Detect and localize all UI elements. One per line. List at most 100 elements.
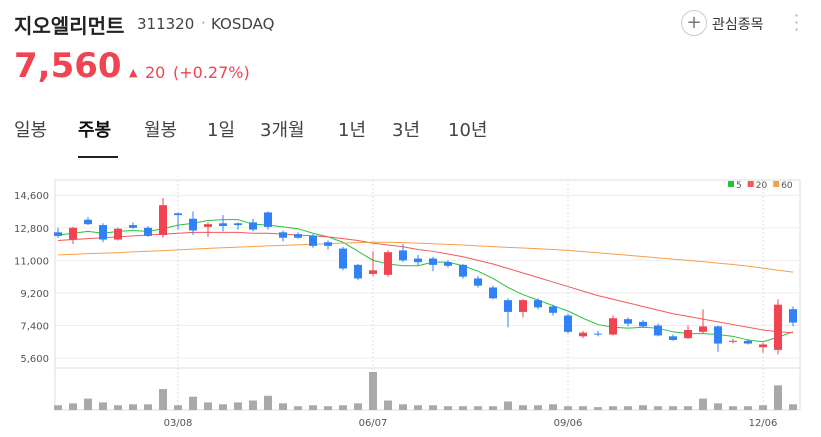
volume-bar	[519, 405, 527, 410]
candle-body	[564, 315, 572, 332]
volume-bar	[354, 403, 362, 410]
candle-body	[174, 213, 182, 216]
volume-bar	[594, 407, 602, 410]
volume-bar	[174, 405, 182, 410]
tab[interactable]: 일봉	[14, 120, 48, 141]
candle-body	[459, 264, 467, 277]
candle-body	[444, 262, 452, 266]
watch-button[interactable]: 관심종목	[712, 17, 764, 33]
candle-body	[504, 300, 512, 312]
candle-body	[414, 258, 422, 263]
x-tick-label: 09/06	[554, 418, 583, 429]
y-tick-label: 12,800	[14, 224, 49, 235]
candle-body	[579, 332, 587, 337]
volume-bar	[159, 389, 167, 410]
candle-body	[699, 326, 707, 332]
candle-body	[84, 219, 92, 225]
tab[interactable]: 1년	[338, 120, 367, 141]
volume-bar	[339, 405, 347, 410]
volume-bar	[669, 406, 677, 410]
more-menu[interactable]: · · ·	[794, 6, 800, 39]
candle-body	[474, 278, 482, 286]
y-tick-label: 7,400	[20, 321, 49, 332]
candle-body	[279, 232, 287, 238]
volume-bar	[699, 398, 707, 410]
ma-line	[57, 219, 794, 343]
candle-body	[639, 321, 647, 327]
volume-bar	[234, 402, 242, 410]
candle-body	[774, 304, 782, 350]
candle-body	[189, 218, 197, 231]
y-tick-label: 14,600	[14, 191, 49, 202]
stock-code: 311320	[137, 15, 195, 33]
volume-bar	[144, 404, 152, 410]
legend-swatch	[728, 181, 734, 187]
y-tick-label: 11,000	[14, 256, 49, 267]
volume-bar	[99, 402, 107, 410]
candle-body	[744, 340, 752, 344]
volume-bar	[399, 404, 407, 410]
x-tick-label: 06/07	[359, 418, 388, 429]
volume-bar	[744, 406, 752, 410]
volume-bar	[654, 406, 662, 410]
candle-body	[594, 333, 602, 335]
volume-bar	[54, 405, 62, 410]
volume-bar	[504, 401, 512, 410]
add-icon[interactable]: +	[681, 10, 707, 36]
volume-bar	[249, 400, 257, 410]
candle-body	[399, 250, 407, 261]
candle-body	[549, 306, 557, 313]
volume-bar	[624, 406, 632, 410]
x-tick-label: 03/08	[164, 418, 193, 429]
candle-body	[729, 340, 737, 342]
market: KOSDAQ	[211, 15, 275, 33]
tab[interactable]: 10년	[448, 120, 488, 141]
volume-bar	[759, 405, 767, 410]
volume-bar	[714, 403, 722, 410]
tab[interactable]: 3년	[392, 120, 421, 141]
candle-body	[324, 242, 332, 246]
tab[interactable]: 3개월	[260, 120, 305, 141]
candle-body	[609, 318, 617, 335]
volume-bar	[84, 398, 92, 410]
legend-swatch	[773, 181, 780, 187]
volume-bar	[264, 395, 272, 410]
candle-body	[219, 223, 227, 226]
volume-bar	[639, 405, 647, 410]
y-tick-label: 5,600	[20, 354, 49, 365]
volume-bar	[279, 403, 287, 410]
candle-body	[294, 234, 302, 238]
candle-body	[759, 344, 767, 348]
volume-bar	[129, 404, 137, 410]
plot-frame	[54, 179, 801, 411]
candle-body	[54, 232, 62, 236]
volume-bar	[564, 406, 572, 410]
price: 7,560	[14, 46, 122, 86]
volume-bar	[489, 406, 497, 410]
candle-body	[429, 258, 437, 265]
tab[interactable]: 월봉	[144, 120, 178, 141]
volume-bar	[579, 406, 587, 410]
y-tick-label: 9,200	[20, 289, 49, 300]
legend-label: 60	[781, 181, 793, 191]
volume-bar	[309, 405, 317, 410]
volume-bar	[609, 406, 617, 410]
active-tab-underline	[78, 156, 118, 158]
up-arrow: ▲	[129, 66, 138, 79]
tab[interactable]: 주봉	[78, 120, 112, 141]
volume-bar	[684, 406, 692, 410]
volume-bar	[69, 403, 77, 410]
stock-name: 지오엘리먼트	[14, 14, 125, 38]
volume-bar	[549, 404, 557, 410]
change-pct: (+0.27%)	[173, 63, 250, 82]
change: 20	[145, 63, 166, 82]
volume-bar	[369, 372, 377, 410]
tab[interactable]: 1일	[207, 120, 236, 141]
candle-body	[144, 227, 152, 236]
candle-body	[369, 270, 377, 274]
candle-body	[99, 225, 107, 240]
candle-body	[234, 223, 242, 226]
volume-bar	[459, 406, 467, 410]
